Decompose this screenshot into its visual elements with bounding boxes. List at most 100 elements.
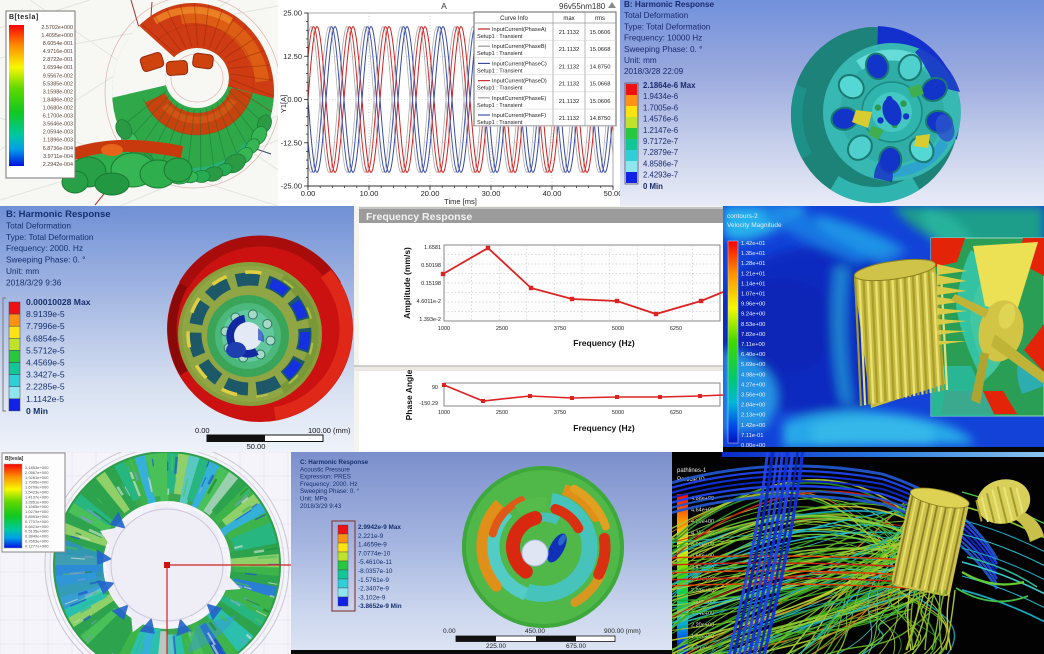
svg-text:1.5423e+000: 1.5423e+000	[25, 490, 49, 495]
svg-text:4.88e+00: 4.88e+00	[691, 496, 714, 502]
svg-text:2.44e+00: 2.44e+00	[691, 611, 714, 617]
svg-text:8.6054e-001: 8.6054e-001	[43, 41, 73, 47]
svg-text:4.27e+00: 4.27e+00	[741, 382, 765, 388]
svg-text:InputCurrent(PhaseF): InputCurrent(PhaseF)	[492, 113, 546, 119]
svg-text:7.11e+00: 7.11e+00	[741, 342, 765, 348]
svg-text:6250: 6250	[670, 410, 682, 416]
svg-text:-25.00: -25.00	[281, 182, 302, 191]
svg-text:1.07e+01: 1.07e+01	[741, 292, 765, 298]
svg-text:-150.29: -150.29	[419, 401, 438, 407]
svg-text:0.50198: 0.50198	[421, 263, 441, 269]
svg-text:7.82e+00: 7.82e+00	[741, 332, 765, 338]
svg-text:1.2851e+000: 1.2851e+000	[25, 499, 49, 504]
svg-text:1.6581: 1.6581	[424, 245, 441, 251]
svg-text:6.8736e-004: 6.8736e-004	[43, 146, 73, 152]
svg-text:0.00: 0.00	[287, 95, 302, 104]
svg-text:Velocity Magnitude: Velocity Magnitude	[727, 222, 782, 229]
svg-text:1000: 1000	[438, 410, 450, 416]
svg-text:2018/3/28 22:09: 2018/3/28 22:09	[624, 67, 684, 76]
svg-text:Setup1 : Transient: Setup1 : Transient	[477, 120, 523, 126]
svg-text:3.9711e-004: 3.9711e-004	[43, 154, 73, 160]
svg-text:7.2879e-7: 7.2879e-7	[643, 148, 678, 157]
svg-text:contours-2: contours-2	[727, 213, 758, 220]
svg-text:1.71e+00: 1.71e+00	[691, 646, 714, 652]
svg-text:-12.50: -12.50	[281, 138, 302, 147]
svg-text:21.1132: 21.1132	[559, 64, 580, 70]
svg-text:20.00: 20.00	[421, 189, 440, 198]
svg-text:2.1853e+000: 2.1853e+000	[25, 465, 49, 470]
svg-text:Sweeping Phase: 0. °: Sweeping Phase: 0. °	[300, 488, 360, 495]
svg-text:15.0668: 15.0668	[590, 82, 611, 88]
svg-text:4.39e+00: 4.39e+00	[691, 519, 714, 525]
svg-text:450.00: 450.00	[525, 628, 545, 635]
svg-text:Setup1 : Transient: Setup1 : Transient	[477, 103, 523, 109]
svg-text:B: Harmonic Response: B: Harmonic Response	[6, 209, 111, 220]
svg-text:0.00010028 Max: 0.00010028 Max	[26, 297, 91, 307]
svg-text:InputCurrent(PhaseC): InputCurrent(PhaseC)	[492, 61, 547, 67]
svg-text:0 Min: 0 Min	[26, 406, 48, 416]
svg-text:-3.102e-9: -3.102e-9	[358, 594, 386, 601]
svg-text:21.1132: 21.1132	[559, 116, 580, 122]
svg-text:1.1896e-003: 1.1896e-003	[43, 138, 73, 144]
svg-text:1.0680e-002: 1.0680e-002	[43, 106, 73, 112]
svg-text:Acoustic Pressure: Acoustic Pressure	[300, 466, 350, 473]
svg-text:-8.0357e-10: -8.0357e-10	[358, 568, 393, 575]
svg-text:6250: 6250	[670, 326, 682, 332]
svg-text:1.9434e-6: 1.9434e-6	[643, 92, 678, 101]
svg-text:25.00: 25.00	[283, 9, 302, 18]
svg-text:1.1565e+000: 1.1565e+000	[25, 504, 49, 509]
svg-text:1.2147e-6: 1.2147e-6	[643, 126, 678, 135]
svg-text:675.00: 675.00	[566, 643, 586, 650]
svg-text:6.1700e-003: 6.1700e-003	[43, 114, 73, 120]
svg-text:6.40e+00: 6.40e+00	[741, 352, 765, 358]
svg-text:Type: Total Deformation: Type: Total Deformation	[624, 22, 711, 31]
svg-text:9.5567e-002: 9.5567e-002	[43, 73, 73, 79]
svg-text:0.00: 0.00	[443, 628, 456, 635]
svg-text:8.53e+00: 8.53e+00	[741, 322, 765, 328]
svg-text:50.00: 50.00	[604, 189, 620, 198]
svg-text:9.24e+00: 9.24e+00	[741, 312, 765, 318]
svg-text:8.9139e-5: 8.9139e-5	[26, 309, 65, 319]
svg-text:Curve Info: Curve Info	[500, 16, 528, 22]
svg-text:B[tesla]: B[tesla]	[9, 14, 39, 21]
svg-text:5000: 5000	[612, 326, 624, 332]
svg-text:Setup1 : Transient: Setup1 : Transient	[477, 86, 523, 92]
svg-text:Total Deformation: Total Deformation	[6, 220, 71, 230]
svg-text:3.3427e-5: 3.3427e-5	[26, 370, 65, 380]
svg-text:90: 90	[432, 385, 438, 391]
svg-text:4.9716e-001: 4.9716e-001	[43, 49, 73, 55]
svg-text:Time [ms]: Time [ms]	[444, 197, 477, 206]
svg-text:Setup1 : Transient: Setup1 : Transient	[477, 68, 523, 74]
svg-text:0.8993e+000: 0.8993e+000	[25, 514, 49, 519]
svg-text:Frequency: 2000. Hz: Frequency: 2000. Hz	[6, 243, 83, 253]
svg-text:Sweeping Phase: 0. °: Sweeping Phase: 0. °	[624, 45, 702, 54]
svg-text:InputCurrent(PhaseD): InputCurrent(PhaseD)	[492, 79, 547, 85]
svg-text:B: Harmonic Response: B: Harmonic Response	[624, 0, 715, 9]
svg-text:Phase Angle: Phase Angle	[404, 369, 414, 420]
svg-text:7.11e-01: 7.11e-01	[741, 433, 763, 439]
svg-text:Expression: PRES: Expression: PRES	[300, 474, 351, 481]
svg-text:1.4137e+000: 1.4137e+000	[25, 494, 49, 499]
svg-text:1.9281e+000: 1.9281e+000	[25, 475, 49, 480]
svg-text:100.00 (mm): 100.00 (mm)	[308, 426, 351, 435]
svg-text:21.1132: 21.1132	[559, 82, 580, 88]
svg-text:2.4293e-7: 2.4293e-7	[643, 171, 678, 180]
svg-text:max: max	[563, 16, 574, 22]
svg-text:900.00 (mm): 900.00 (mm)	[604, 628, 641, 635]
svg-text:3750: 3750	[554, 410, 566, 416]
svg-text:50.00: 50.00	[247, 442, 266, 451]
svg-text:14.8750: 14.8750	[590, 116, 611, 122]
svg-text:15.0606: 15.0606	[590, 30, 611, 36]
svg-text:96v55nm180: 96v55nm180	[559, 2, 606, 11]
svg-text:4.6011e-2: 4.6011e-2	[417, 299, 441, 305]
svg-text:1.28e+01: 1.28e+01	[741, 261, 765, 267]
svg-text:4.98e+00: 4.98e+00	[741, 372, 765, 378]
svg-text:Unit: MPa: Unit: MPa	[300, 496, 328, 503]
svg-text:21.1132: 21.1132	[559, 30, 580, 36]
svg-text:2.13e+00: 2.13e+00	[741, 413, 765, 419]
svg-text:InputCurrent(PhaseB): InputCurrent(PhaseB)	[492, 44, 547, 50]
svg-text:2.0594e-003: 2.0594e-003	[43, 130, 73, 136]
svg-text:InputCurrent(PhaseE): InputCurrent(PhaseE)	[492, 96, 547, 102]
svg-text:Setup1 : Transient: Setup1 : Transient	[477, 34, 523, 40]
svg-text:1.6709e+000: 1.6709e+000	[25, 485, 49, 490]
